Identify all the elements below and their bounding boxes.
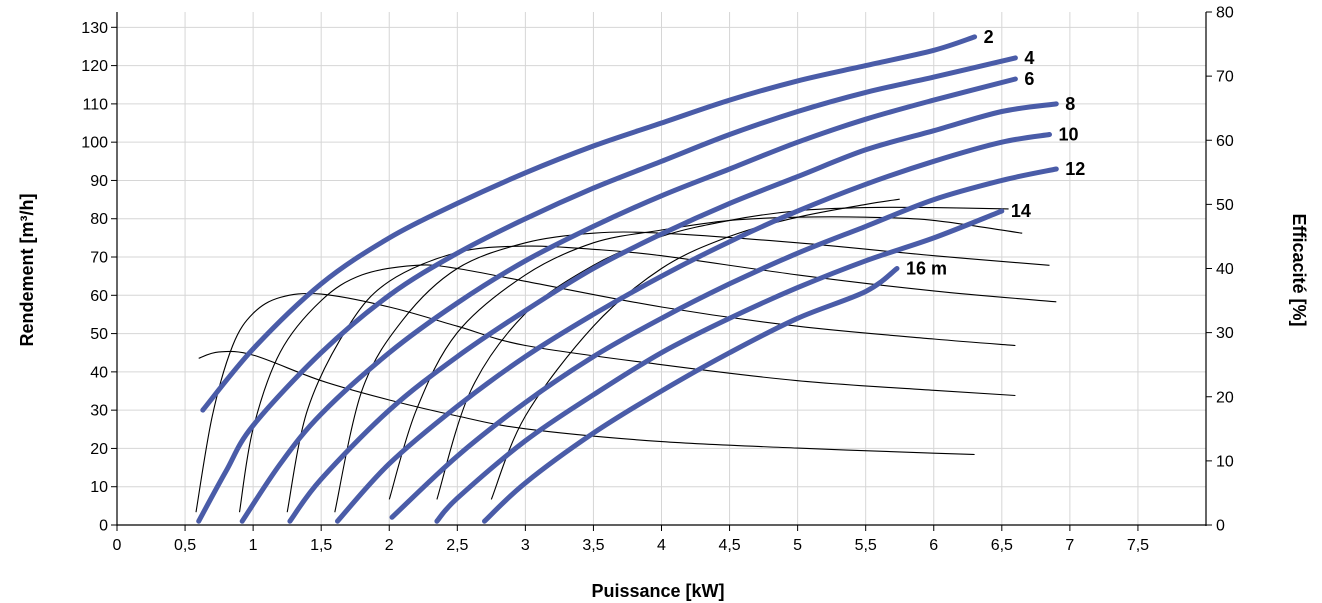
flow-curve-14 bbox=[434, 208, 1005, 524]
flow-curve-2 bbox=[200, 34, 978, 413]
flow-curve-8 bbox=[287, 101, 1059, 524]
efficiency-curves bbox=[195, 198, 1057, 513]
x-tick-label: 6,5 bbox=[991, 537, 1013, 554]
flow-curve-label: 2 bbox=[984, 27, 994, 47]
x-tick-label: 1,5 bbox=[310, 537, 332, 554]
y-tick-label: 20 bbox=[90, 441, 108, 458]
curve-labels: 2 46 8 10 12 14 16 m bbox=[906, 27, 1085, 279]
y-tick-label: 120 bbox=[81, 58, 108, 75]
efficiency-curve-8 bbox=[490, 198, 900, 500]
y2-tick-label: 60 bbox=[1216, 133, 1234, 150]
x-tick-label: 2 bbox=[385, 537, 394, 554]
x-tick-label: 6 bbox=[929, 537, 938, 554]
efficiency-curve-2 bbox=[195, 292, 1016, 513]
y-tick-label: 40 bbox=[90, 364, 108, 381]
y-axis-title: Rendement [m³/h] bbox=[17, 194, 37, 347]
x-tick-label: 0 bbox=[113, 537, 122, 554]
flow-curve-label: 8 bbox=[1065, 94, 1075, 114]
y2-tick-label: 40 bbox=[1216, 261, 1234, 278]
x-tick-label: 7 bbox=[1065, 537, 1074, 554]
flow-curve-label: 12 bbox=[1065, 159, 1085, 179]
x-tick-label: 0,5 bbox=[174, 537, 196, 554]
y2-tick-label: 20 bbox=[1216, 389, 1234, 406]
y-tick-label: 80 bbox=[90, 211, 108, 228]
flow-curve-label: 14 bbox=[1011, 201, 1031, 221]
axes bbox=[111, 11, 1212, 531]
flow-curve-6 bbox=[239, 76, 1018, 524]
y-tick-label: 30 bbox=[90, 403, 108, 420]
y2-tick-label: 70 bbox=[1216, 69, 1234, 86]
flow-curve-label: 10 bbox=[1058, 125, 1078, 145]
flow-curve-10 bbox=[335, 132, 1052, 524]
y2-tick-label: 0 bbox=[1216, 518, 1225, 535]
x-tick-label: 5 bbox=[793, 537, 802, 554]
flow-curve-12 bbox=[389, 166, 1059, 520]
flow-curve-4 bbox=[196, 55, 1018, 524]
y-tick-label: 70 bbox=[90, 250, 108, 267]
x-tick-label: 3,5 bbox=[582, 537, 604, 554]
x-tick-label: 3 bbox=[521, 537, 530, 554]
y2-tick-label: 30 bbox=[1216, 325, 1234, 342]
x-tick-label: 7,5 bbox=[1127, 537, 1149, 554]
y-tick-label: 130 bbox=[81, 20, 108, 37]
y2-axis-title: Efficacité [%] bbox=[1289, 213, 1309, 326]
y2-tick-label: 50 bbox=[1216, 197, 1234, 214]
x-axis-title: Puissance [kW] bbox=[591, 581, 724, 601]
x-tick-label: 2,5 bbox=[446, 537, 468, 554]
x-tick-label: 4 bbox=[657, 537, 666, 554]
x-tick-label: 1 bbox=[249, 537, 258, 554]
grid bbox=[117, 12, 1206, 525]
flow-curve-label: 4 bbox=[1024, 48, 1034, 68]
x-tick-label: 4,5 bbox=[718, 537, 740, 554]
y-tick-label: 110 bbox=[82, 96, 108, 113]
efficiency-curve-7 bbox=[436, 206, 1009, 500]
tick-labels: 0 0,5 1 1,5 2 2,5 3 3,5 4 4,5 5 5,5 6 6,5 7 7,501020304… bbox=[81, 5, 1234, 555]
flow-curves bbox=[196, 34, 1059, 524]
flow-curve-16-m bbox=[482, 266, 900, 524]
efficiency-curve-1 bbox=[198, 350, 975, 456]
y-tick-label: 0 bbox=[99, 518, 108, 535]
y-tick-label: 50 bbox=[90, 326, 108, 343]
x-tick-label: 5,5 bbox=[855, 537, 877, 554]
y2-tick-label: 10 bbox=[1216, 453, 1234, 470]
flow-curve-label: 6 bbox=[1024, 69, 1034, 89]
y-tick-label: 90 bbox=[90, 173, 108, 190]
y2-tick-label: 80 bbox=[1216, 5, 1234, 22]
y-tick-label: 60 bbox=[90, 288, 108, 305]
y-tick-label: 100 bbox=[81, 135, 108, 152]
flow-curve-label: 16 m bbox=[906, 259, 947, 279]
y-tick-label: 10 bbox=[90, 479, 108, 496]
